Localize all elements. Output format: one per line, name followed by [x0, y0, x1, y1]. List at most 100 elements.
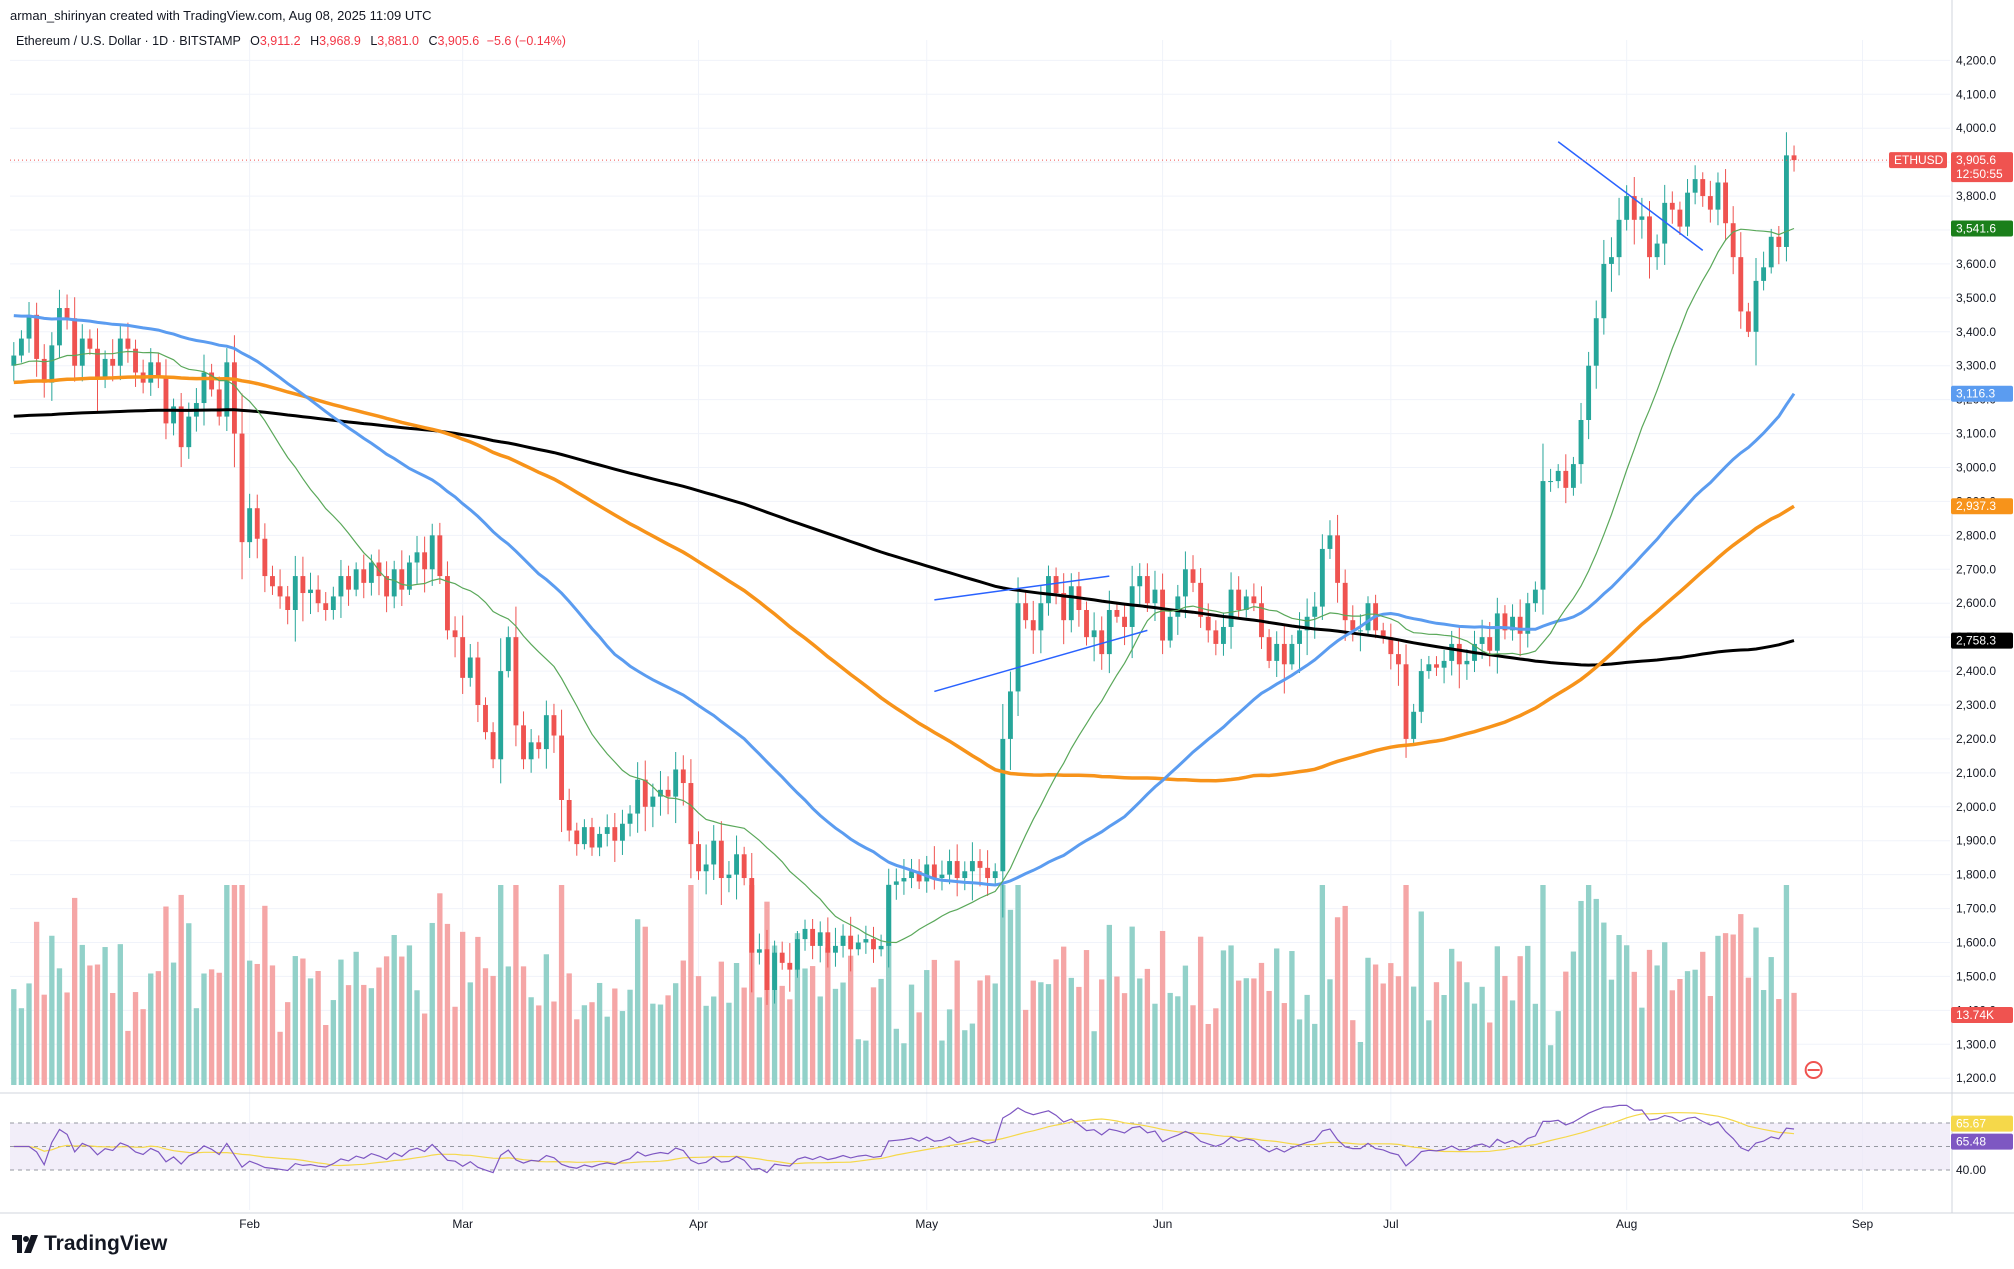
candle-body	[726, 874, 732, 879]
brand-name: TradingView	[44, 1232, 168, 1255]
volume-bar	[551, 1001, 557, 1085]
volume-bar	[72, 897, 78, 1085]
y-tick-label: 2,700.0	[1956, 562, 1996, 576]
ma50-badge-text: 3,116.3	[1956, 387, 1995, 401]
candle-body	[551, 715, 557, 736]
ma50-line	[13, 314, 1796, 887]
candle-body	[871, 939, 876, 950]
volume-bar	[1662, 942, 1668, 1085]
volume-bar	[1502, 975, 1508, 1085]
volume-bar	[1357, 1041, 1364, 1085]
change-value: −5.6 (−0.14%)	[486, 34, 566, 48]
candle-body	[1175, 596, 1181, 617]
candle-body	[581, 827, 587, 845]
volume-bar	[1403, 885, 1409, 1085]
candle-body	[673, 769, 679, 797]
volume-bar	[1281, 1003, 1287, 1085]
ma20-badge-text: 3,541.6	[1956, 222, 1996, 236]
volume-bar	[1639, 1007, 1645, 1085]
candle-body	[589, 827, 595, 848]
volume-bar	[1449, 948, 1455, 1085]
volume-bar	[1669, 990, 1675, 1085]
candle-body	[619, 823, 625, 841]
volume-bar	[1578, 900, 1584, 1085]
candle-body	[1723, 182, 1729, 224]
volume-bar	[41, 994, 47, 1085]
volume-bar	[703, 1005, 709, 1085]
rsi-ma-line	[13, 1112, 1795, 1167]
candle-body	[939, 874, 945, 879]
candle-body	[1038, 603, 1044, 631]
volume-bar	[1388, 963, 1394, 1085]
candle-body	[1129, 586, 1135, 627]
candle-body	[810, 928, 816, 946]
volume-bar	[863, 1040, 869, 1085]
candle-body	[1616, 219, 1622, 258]
volume-bar	[1760, 990, 1767, 1085]
volume-bar	[1076, 986, 1082, 1085]
candle-body	[696, 844, 701, 872]
volume-bar	[619, 1011, 626, 1085]
y-tick-label: 3,800.0	[1956, 189, 1996, 203]
candle-body	[262, 538, 268, 577]
candle-body	[353, 569, 359, 590]
ma20-badge: 3,541.6	[1951, 220, 2013, 237]
event-flag-icon	[1804, 1061, 1823, 1079]
candle-body	[1160, 589, 1166, 641]
volume-bar	[513, 885, 519, 1085]
volume-bar	[802, 968, 808, 1085]
volume-bar	[437, 893, 443, 1085]
candle-body	[87, 338, 93, 349]
volume-bar	[657, 1004, 664, 1085]
volume-bar	[642, 926, 648, 1085]
x-tick-label: Apr	[689, 1217, 708, 1231]
rsi-ma-badge-text: 65.67	[1956, 1117, 1986, 1131]
rsi-badge-bg	[1951, 1133, 2013, 1150]
candle-body	[41, 358, 47, 383]
volume-bar	[1646, 949, 1653, 1085]
candle-body	[1601, 263, 1607, 319]
candle-body	[794, 939, 800, 970]
volume-bar	[391, 934, 397, 1085]
volume-bar	[1220, 950, 1227, 1085]
volume-bar	[886, 885, 892, 1085]
candle-body	[1411, 711, 1417, 739]
candle-body	[741, 854, 747, 879]
volume-bar	[1540, 885, 1546, 1085]
symbol-name: Ethereum / U.S. Dollar · 1D · BITSTAMP	[16, 34, 241, 48]
candle-body	[543, 715, 549, 750]
candle-body	[1517, 616, 1523, 634]
candle-body	[947, 861, 953, 875]
volume-bar	[117, 944, 123, 1085]
candle-body	[1555, 470, 1561, 482]
volume-bar	[1106, 924, 1112, 1085]
candle-body	[1061, 593, 1067, 621]
volume-bar	[125, 1030, 131, 1085]
volume-bar	[1631, 971, 1637, 1085]
volume-bar	[1616, 935, 1622, 1085]
candle-body	[1700, 179, 1706, 197]
volume-bar	[848, 955, 854, 1085]
y-tick-label: 1,800.0	[1956, 868, 1996, 882]
volume-bar	[1426, 1020, 1432, 1085]
symbol-legend: Ethereum / U.S. Dollar · 1D · BITSTAMP O…	[16, 34, 566, 48]
volume-bar	[1608, 979, 1615, 1085]
candle-body	[1570, 464, 1576, 488]
volume-bar	[1487, 1022, 1493, 1085]
volume-bar	[977, 980, 983, 1085]
ma200-badge-text: 2,758.3	[1956, 634, 1996, 648]
volume-bar	[787, 999, 793, 1085]
volume-bar	[1745, 977, 1752, 1085]
volume-bar	[779, 985, 785, 1085]
volume-bar	[878, 978, 884, 1085]
y-tick-label: 1,300.0	[1956, 1037, 1996, 1051]
volume-bar	[1289, 951, 1295, 1085]
candle-body	[376, 562, 382, 577]
candle-body	[1677, 209, 1683, 227]
volume-bar	[338, 959, 344, 1085]
volume-bar	[216, 972, 222, 1085]
candle-body	[574, 830, 580, 845]
candle-body	[163, 375, 169, 424]
volume-bar	[1243, 978, 1249, 1085]
